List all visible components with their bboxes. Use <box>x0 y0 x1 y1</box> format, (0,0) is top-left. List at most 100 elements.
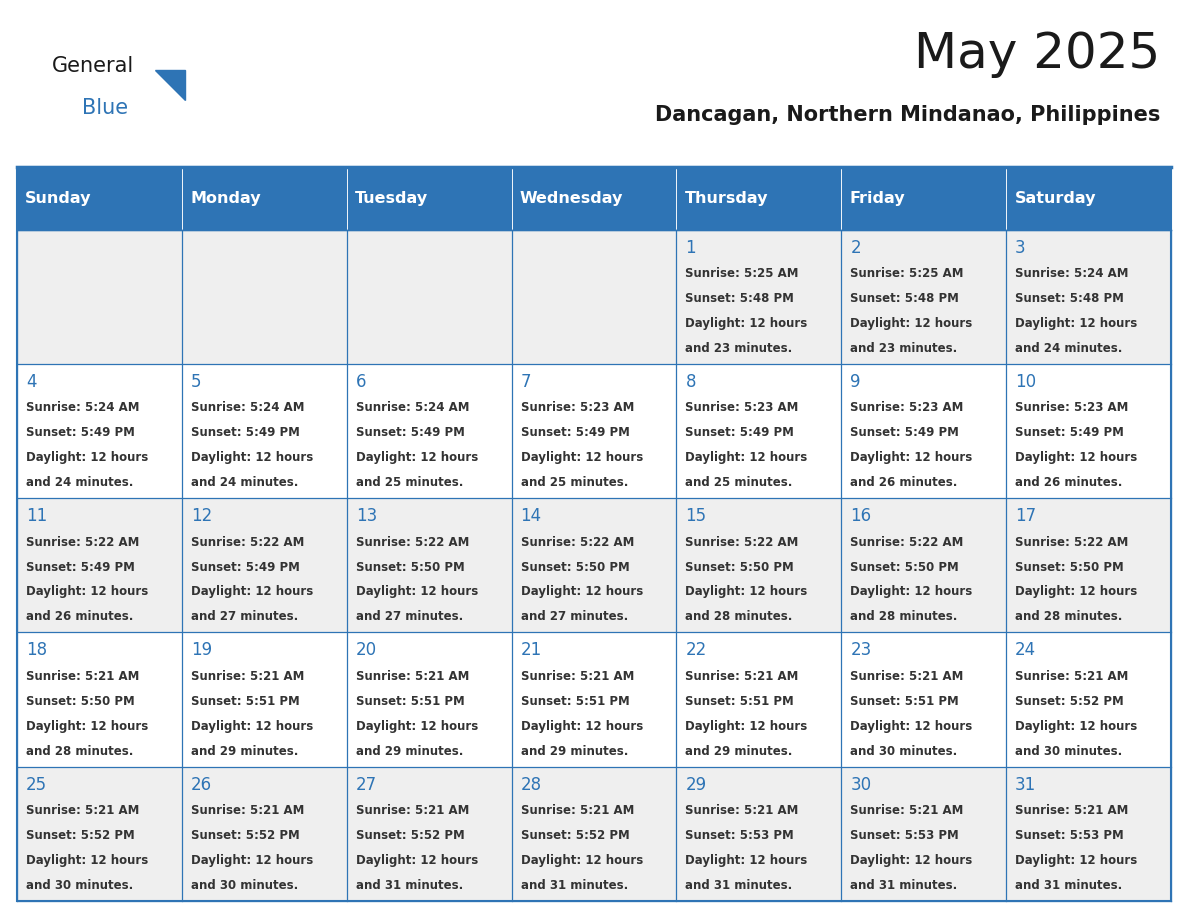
Text: Sunrise: 5:24 AM: Sunrise: 5:24 AM <box>355 401 469 414</box>
Bar <box>512 167 676 230</box>
Text: 6: 6 <box>355 373 366 391</box>
Bar <box>347 498 512 633</box>
Text: Sunset: 5:53 PM: Sunset: 5:53 PM <box>685 829 795 842</box>
Text: Sunrise: 5:21 AM: Sunrise: 5:21 AM <box>355 804 469 817</box>
Bar <box>347 364 512 498</box>
Text: Sunrise: 5:21 AM: Sunrise: 5:21 AM <box>851 670 963 683</box>
Bar <box>1006 633 1171 767</box>
Text: Daylight: 12 hours: Daylight: 12 hours <box>26 854 148 867</box>
Text: Daylight: 12 hours: Daylight: 12 hours <box>191 451 314 465</box>
Text: and 26 minutes.: and 26 minutes. <box>26 610 133 623</box>
Text: Sunset: 5:50 PM: Sunset: 5:50 PM <box>1015 561 1124 574</box>
Text: and 23 minutes.: and 23 minutes. <box>685 341 792 354</box>
Text: Daylight: 12 hours: Daylight: 12 hours <box>1015 451 1137 465</box>
Text: and 28 minutes.: and 28 minutes. <box>851 610 958 623</box>
Text: Daylight: 12 hours: Daylight: 12 hours <box>191 854 314 867</box>
Bar <box>841 498 1006 633</box>
Text: Friday: Friday <box>849 191 905 206</box>
Text: 1: 1 <box>685 239 696 256</box>
Bar <box>17 767 182 901</box>
Text: Sunrise: 5:23 AM: Sunrise: 5:23 AM <box>1015 401 1129 414</box>
Text: Thursday: Thursday <box>684 191 769 206</box>
Bar <box>347 230 512 364</box>
Text: Sunrise: 5:22 AM: Sunrise: 5:22 AM <box>520 536 634 549</box>
Bar <box>841 767 1006 901</box>
Bar <box>841 230 1006 364</box>
Text: Sunset: 5:49 PM: Sunset: 5:49 PM <box>851 426 959 440</box>
Text: Sunrise: 5:22 AM: Sunrise: 5:22 AM <box>851 536 963 549</box>
Text: Sunrise: 5:23 AM: Sunrise: 5:23 AM <box>685 401 798 414</box>
Text: Daylight: 12 hours: Daylight: 12 hours <box>1015 317 1137 330</box>
Text: 12: 12 <box>191 507 213 525</box>
Text: Daylight: 12 hours: Daylight: 12 hours <box>355 451 478 465</box>
Text: Sunset: 5:49 PM: Sunset: 5:49 PM <box>191 561 299 574</box>
Text: 2: 2 <box>851 239 861 256</box>
Bar <box>17 498 182 633</box>
Text: Daylight: 12 hours: Daylight: 12 hours <box>685 317 808 330</box>
Text: Sunrise: 5:21 AM: Sunrise: 5:21 AM <box>520 804 634 817</box>
Text: Daylight: 12 hours: Daylight: 12 hours <box>520 451 643 465</box>
Text: Sunrise: 5:21 AM: Sunrise: 5:21 AM <box>1015 804 1129 817</box>
Text: Daylight: 12 hours: Daylight: 12 hours <box>26 586 148 599</box>
Text: Sunset: 5:49 PM: Sunset: 5:49 PM <box>355 426 465 440</box>
Text: and 25 minutes.: and 25 minutes. <box>355 476 463 489</box>
Bar <box>1006 230 1171 364</box>
Text: and 29 minutes.: and 29 minutes. <box>520 744 628 757</box>
Bar <box>1006 364 1171 498</box>
Text: Sunset: 5:51 PM: Sunset: 5:51 PM <box>851 695 959 708</box>
Text: Sunrise: 5:21 AM: Sunrise: 5:21 AM <box>191 670 304 683</box>
Text: and 30 minutes.: and 30 minutes. <box>26 879 133 892</box>
Text: Sunrise: 5:21 AM: Sunrise: 5:21 AM <box>685 670 798 683</box>
Text: 4: 4 <box>26 373 37 391</box>
Text: 17: 17 <box>1015 507 1036 525</box>
Text: and 28 minutes.: and 28 minutes. <box>685 610 792 623</box>
Text: and 24 minutes.: and 24 minutes. <box>191 476 298 489</box>
Text: Sunset: 5:53 PM: Sunset: 5:53 PM <box>1015 829 1124 842</box>
Text: 31: 31 <box>1015 776 1036 794</box>
Bar <box>512 767 676 901</box>
Bar <box>182 230 347 364</box>
Bar <box>182 633 347 767</box>
Bar <box>17 364 182 498</box>
Text: Daylight: 12 hours: Daylight: 12 hours <box>1015 586 1137 599</box>
Text: Daylight: 12 hours: Daylight: 12 hours <box>851 720 973 733</box>
Text: and 25 minutes.: and 25 minutes. <box>685 476 792 489</box>
Text: 7: 7 <box>520 373 531 391</box>
Text: Sunrise: 5:21 AM: Sunrise: 5:21 AM <box>26 670 139 683</box>
Text: Daylight: 12 hours: Daylight: 12 hours <box>520 586 643 599</box>
Text: Sunset: 5:50 PM: Sunset: 5:50 PM <box>520 561 630 574</box>
Text: Daylight: 12 hours: Daylight: 12 hours <box>26 720 148 733</box>
Text: Sunset: 5:51 PM: Sunset: 5:51 PM <box>191 695 299 708</box>
Text: and 30 minutes.: and 30 minutes. <box>1015 744 1123 757</box>
Text: Daylight: 12 hours: Daylight: 12 hours <box>191 720 314 733</box>
Bar <box>1006 167 1171 230</box>
Text: Sunset: 5:49 PM: Sunset: 5:49 PM <box>26 426 135 440</box>
Bar <box>676 167 841 230</box>
Text: Sunrise: 5:22 AM: Sunrise: 5:22 AM <box>355 536 469 549</box>
Bar <box>17 167 182 230</box>
Text: 27: 27 <box>355 776 377 794</box>
Text: Daylight: 12 hours: Daylight: 12 hours <box>851 854 973 867</box>
Text: Sunset: 5:52 PM: Sunset: 5:52 PM <box>355 829 465 842</box>
Text: Sunrise: 5:21 AM: Sunrise: 5:21 AM <box>520 670 634 683</box>
Text: Sunrise: 5:21 AM: Sunrise: 5:21 AM <box>1015 670 1129 683</box>
Bar <box>1006 498 1171 633</box>
Text: Sunrise: 5:21 AM: Sunrise: 5:21 AM <box>685 804 798 817</box>
Text: Sunset: 5:48 PM: Sunset: 5:48 PM <box>685 292 795 305</box>
Text: Sunset: 5:50 PM: Sunset: 5:50 PM <box>851 561 959 574</box>
Text: Daylight: 12 hours: Daylight: 12 hours <box>685 854 808 867</box>
Text: Sunday: Sunday <box>25 191 91 206</box>
Text: Sunset: 5:49 PM: Sunset: 5:49 PM <box>26 561 135 574</box>
Text: and 30 minutes.: and 30 minutes. <box>851 744 958 757</box>
Bar <box>182 498 347 633</box>
Text: Sunrise: 5:22 AM: Sunrise: 5:22 AM <box>1015 536 1129 549</box>
Text: and 31 minutes.: and 31 minutes. <box>520 879 627 892</box>
Text: Sunset: 5:53 PM: Sunset: 5:53 PM <box>851 829 959 842</box>
Text: Sunrise: 5:21 AM: Sunrise: 5:21 AM <box>355 670 469 683</box>
Text: 15: 15 <box>685 507 707 525</box>
Text: and 27 minutes.: and 27 minutes. <box>520 610 627 623</box>
Text: Daylight: 12 hours: Daylight: 12 hours <box>26 451 148 465</box>
Text: Daylight: 12 hours: Daylight: 12 hours <box>1015 854 1137 867</box>
Bar <box>182 364 347 498</box>
Bar <box>512 230 676 364</box>
